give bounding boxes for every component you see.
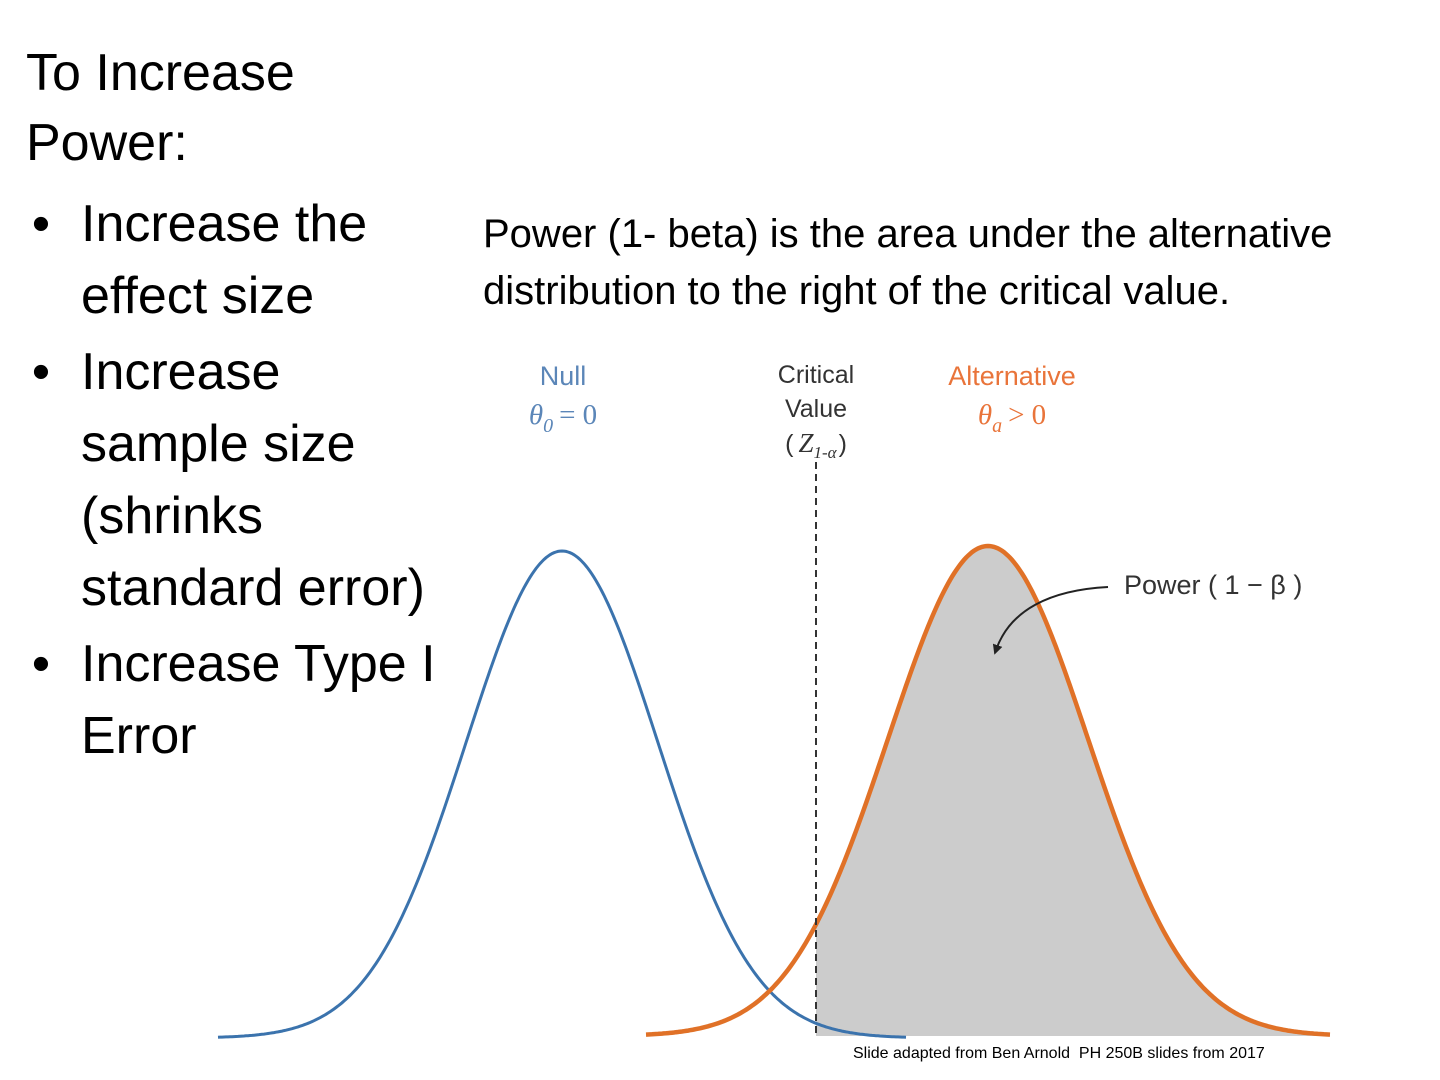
critical-param-close: ) (839, 430, 847, 458)
null-distribution-curve (217, 549, 907, 1039)
critical-param-symbol: Z (798, 428, 814, 458)
alternative-label: Alternative (948, 361, 1076, 391)
bullet-symbol: • (31, 343, 51, 401)
null-param-subscript: 0 (543, 415, 553, 437)
bullet-item-sample-size: • Increase sample size (shrinks standard… (26, 336, 436, 624)
critical-param-subscript: 1-α (813, 443, 837, 462)
slide-credit: Slide adapted from Ben Arnold PH 250B sl… (853, 1045, 1265, 1062)
bullet-list: • Increase the effect size • Increase sa… (26, 188, 436, 776)
critical-param: (Z1-α) (785, 428, 847, 462)
bullet-text: Increase Type I Error (81, 635, 436, 765)
alternative-param: θa > 0 (978, 399, 1046, 437)
bullet-text: Increase sample size (shrinks standard e… (81, 343, 425, 617)
bullet-symbol: • (31, 195, 51, 253)
critical-param-open: ( (785, 430, 794, 458)
critical-label-line1: Critical (778, 361, 854, 389)
bullet-item-type-i-error: • Increase Type I Error (26, 628, 436, 772)
power-arrow (992, 586, 1109, 655)
alternative-param-symbol: θ (978, 399, 992, 431)
alternative-distribution-curve (645, 543, 1331, 1037)
bullet-symbol: • (31, 635, 51, 693)
bullet-item-effect-size: • Increase the effect size (26, 188, 436, 332)
critical-label-line2: Value (785, 395, 847, 423)
slide-heading: To Increase Power: (26, 44, 295, 172)
bullet-text: Increase the effect size (81, 195, 368, 325)
power-label: Power ( 1 − β ) (1124, 570, 1302, 600)
power-shaded-area (816, 546, 1330, 1036)
null-label: Null (540, 361, 587, 391)
null-param-relation: = 0 (559, 399, 597, 431)
null-param-symbol: θ (529, 399, 543, 431)
alternative-param-relation: > 0 (1008, 399, 1046, 431)
alternative-param-subscript: a (992, 415, 1002, 437)
power-description: Power (1- beta) is the area under the al… (483, 212, 1333, 313)
null-param: θ0 = 0 (529, 399, 597, 437)
